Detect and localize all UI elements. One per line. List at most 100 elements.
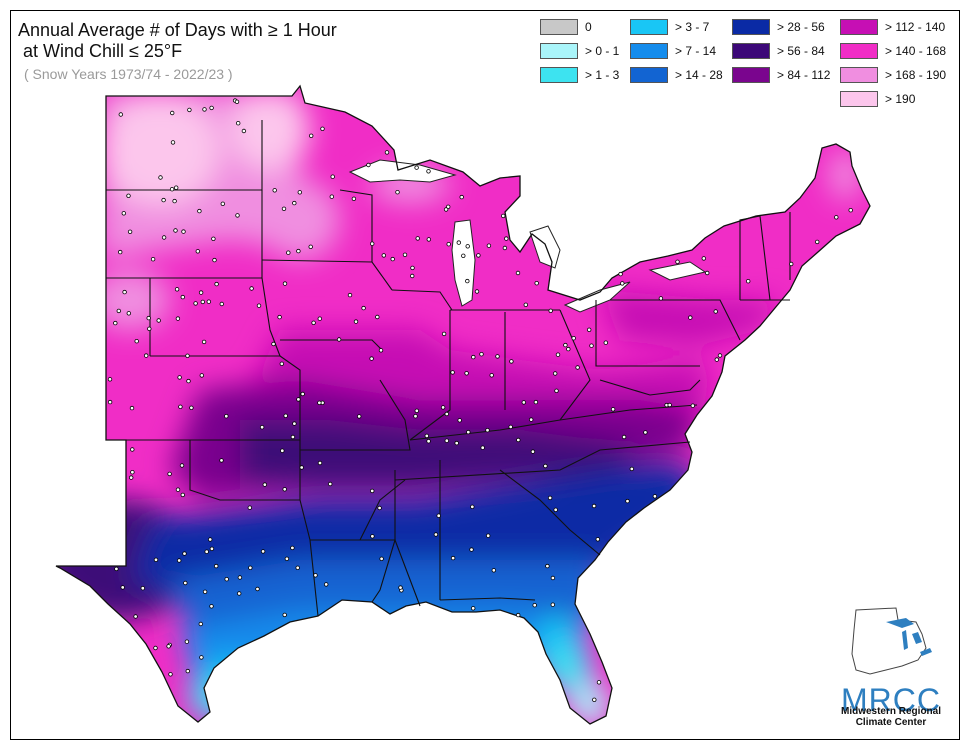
station-dot bbox=[284, 556, 290, 561]
station-dot bbox=[279, 361, 284, 366]
legend-label: > 84 - 112 bbox=[777, 68, 831, 82]
station-dot bbox=[121, 211, 126, 216]
station-dot bbox=[219, 458, 224, 463]
station-dot bbox=[209, 604, 214, 609]
station-dot bbox=[248, 565, 253, 570]
title-line-1: Annual Average # of Days with ≥ 1 Hour bbox=[18, 20, 337, 40]
station-dot bbox=[652, 494, 658, 499]
station-dot bbox=[199, 373, 204, 378]
station-dot bbox=[161, 197, 166, 203]
legend-label: > 3 - 7 bbox=[675, 20, 710, 34]
mrcc-logo: MRCC Midwestern Regional Climate Center bbox=[826, 600, 956, 730]
station-dot bbox=[414, 408, 419, 413]
map-title: Annual Average # of Days with ≥ 1 Hour a… bbox=[18, 20, 337, 62]
station-dot bbox=[282, 487, 287, 492]
station-dot bbox=[456, 240, 461, 245]
station-dot bbox=[260, 549, 266, 554]
border-ms-al bbox=[394, 470, 421, 607]
station-dot bbox=[150, 257, 156, 262]
station-dot bbox=[444, 438, 449, 443]
station-dot bbox=[209, 546, 215, 551]
border-la-ms bbox=[360, 539, 396, 603]
station-dot bbox=[516, 437, 521, 443]
station-dot bbox=[299, 465, 304, 470]
station-dot bbox=[200, 299, 205, 305]
station-dot bbox=[198, 621, 203, 627]
station-dot bbox=[237, 575, 243, 580]
border-oh-wv bbox=[559, 309, 591, 421]
station-dot bbox=[309, 133, 314, 138]
station-dot bbox=[114, 566, 119, 572]
station-dot bbox=[618, 271, 623, 277]
legend-swatch bbox=[630, 43, 668, 59]
station-dot bbox=[480, 445, 485, 450]
border-mn-wi bbox=[339, 189, 373, 262]
station-dot bbox=[370, 488, 375, 494]
station-dot bbox=[281, 206, 287, 211]
station-dot bbox=[470, 504, 475, 509]
station-dot bbox=[185, 668, 190, 674]
zone-168-minnesota bbox=[260, 180, 340, 260]
station-dot bbox=[169, 186, 175, 192]
station-dot bbox=[532, 603, 537, 608]
station-dot bbox=[547, 495, 553, 501]
station-dot bbox=[181, 229, 186, 234]
station-dot bbox=[297, 190, 302, 195]
border-md-va bbox=[599, 379, 701, 396]
station-dot bbox=[592, 697, 597, 702]
station-dot bbox=[370, 241, 375, 246]
station-dot bbox=[317, 316, 322, 321]
legend-swatch bbox=[540, 19, 578, 35]
station-dot bbox=[234, 99, 240, 104]
station-dot bbox=[128, 475, 134, 480]
station-dot bbox=[134, 339, 139, 344]
border-tn-nc bbox=[394, 441, 691, 481]
station-dot bbox=[414, 165, 419, 170]
station-dot bbox=[236, 591, 242, 596]
station-dot bbox=[133, 614, 138, 619]
station-dot bbox=[175, 316, 181, 321]
station-dot bbox=[353, 319, 359, 324]
station-dot bbox=[485, 428, 490, 433]
station-dot bbox=[172, 198, 177, 204]
station-dot bbox=[193, 301, 198, 306]
station-dot bbox=[443, 207, 449, 212]
station-dot bbox=[272, 188, 277, 193]
station-dot bbox=[667, 402, 672, 408]
station-dot bbox=[714, 357, 719, 362]
station-dot bbox=[204, 549, 209, 554]
station-dot bbox=[292, 421, 297, 426]
legend-item: > 1 - 3 bbox=[540, 66, 619, 84]
legend-label: > 140 - 168 bbox=[885, 44, 947, 58]
station-dot bbox=[177, 375, 182, 380]
station-dot bbox=[116, 308, 121, 314]
station-dot bbox=[534, 281, 539, 286]
border-ga-sc bbox=[499, 469, 601, 556]
legend-swatch bbox=[840, 91, 878, 107]
station-dot bbox=[255, 586, 260, 592]
station-dot bbox=[553, 507, 558, 512]
station-dot bbox=[213, 563, 219, 569]
legend-item: > 112 - 140 bbox=[840, 18, 945, 36]
station-dot bbox=[201, 339, 207, 345]
station-dot bbox=[603, 340, 608, 345]
legend-swatch bbox=[840, 19, 878, 35]
border-mo-ar bbox=[300, 379, 411, 451]
station-dot bbox=[410, 265, 415, 271]
station-dot bbox=[174, 287, 180, 292]
legend-label: > 28 - 56 bbox=[777, 20, 825, 34]
lake-huron bbox=[529, 225, 561, 269]
station-dot bbox=[454, 440, 459, 446]
station-dot bbox=[211, 236, 216, 241]
station-dot bbox=[848, 207, 853, 213]
station-dot bbox=[591, 503, 597, 509]
station-dot bbox=[509, 359, 514, 364]
station-dot bbox=[324, 582, 329, 587]
station-dot bbox=[504, 236, 509, 241]
station-dot bbox=[446, 241, 451, 247]
title-line-2: at Wind Chill ≤ 25°F bbox=[18, 41, 183, 61]
lake-ontario bbox=[648, 261, 707, 281]
station-dot bbox=[180, 294, 185, 300]
station-dot bbox=[643, 430, 648, 435]
station-dot bbox=[625, 498, 630, 504]
